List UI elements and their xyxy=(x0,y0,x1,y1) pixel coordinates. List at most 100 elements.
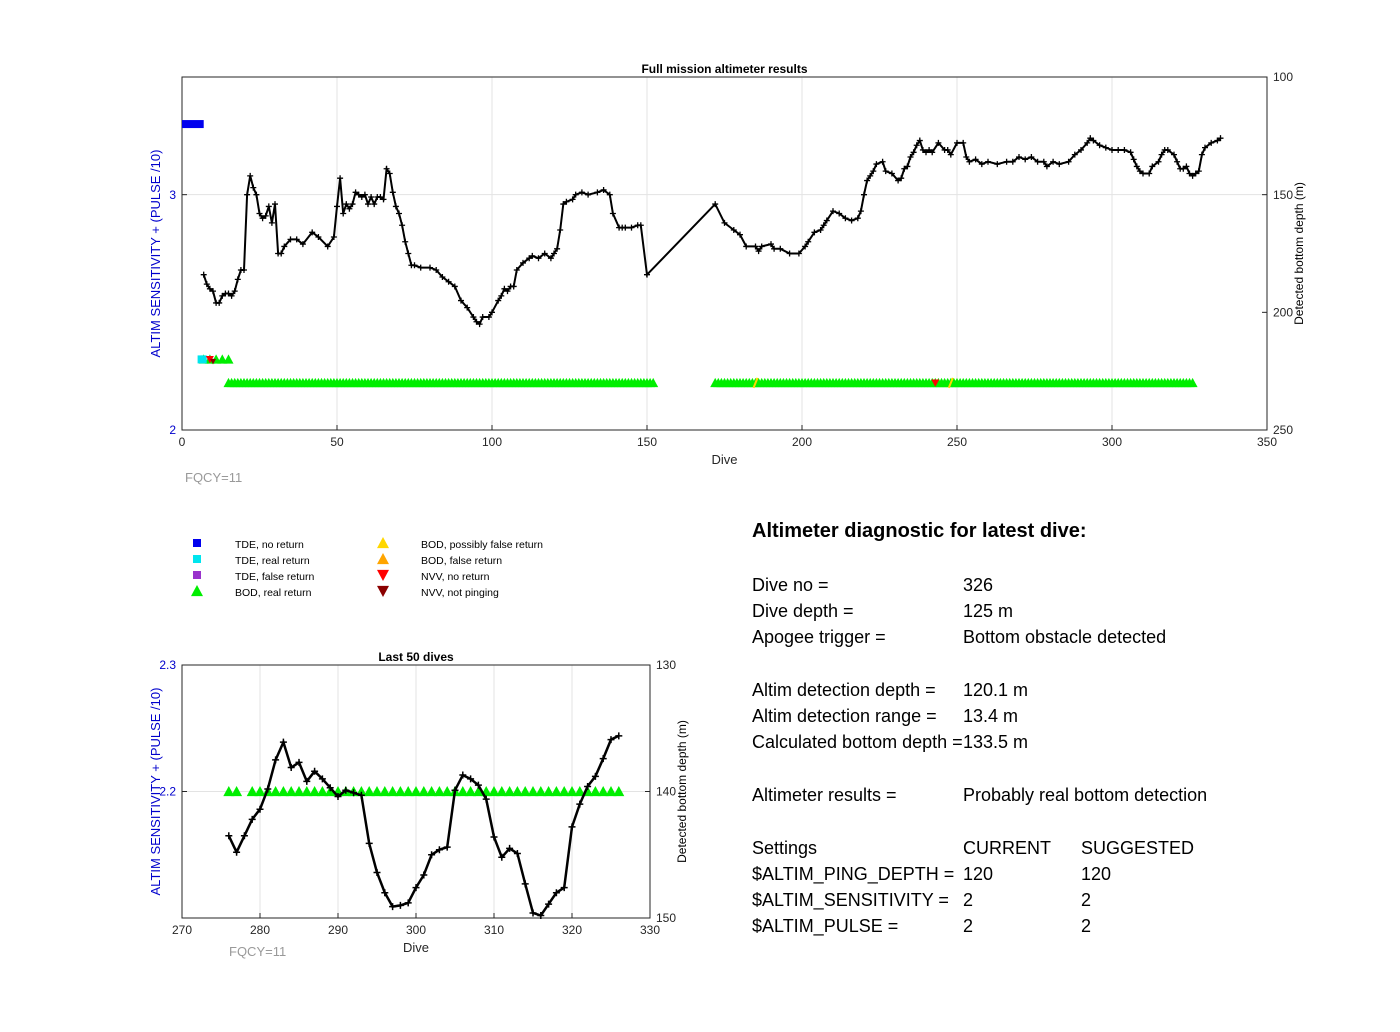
bod-real-return-marker xyxy=(589,786,601,797)
legend-label: NVV, not pinging xyxy=(421,587,499,599)
depth-point xyxy=(526,255,533,262)
depth-point xyxy=(510,283,517,290)
depth-point xyxy=(346,205,353,212)
depth-point xyxy=(295,758,303,766)
legend-item: TDE, real return xyxy=(193,555,310,567)
legend: TDE, no return TDE, real return TDE, false… xyxy=(191,537,543,599)
depth-point xyxy=(606,191,613,198)
y-right-tick-label: 250 xyxy=(1273,423,1293,437)
depth-point xyxy=(820,222,827,229)
depth-point xyxy=(1133,163,1140,170)
diagnostic-panel: Altimeter diagnostic for latest dive: Di… xyxy=(752,520,1372,940)
depth-point xyxy=(591,772,599,780)
depth-point xyxy=(1202,144,1208,151)
depth-point xyxy=(1016,154,1022,161)
y-right-tick-label: 150 xyxy=(1273,188,1293,202)
setting-suggested: 2 xyxy=(1081,916,1092,936)
y-right-tick-label: 140 xyxy=(656,785,676,799)
depth-point xyxy=(913,142,920,149)
depth-point xyxy=(504,288,511,295)
depth-point xyxy=(521,880,529,888)
depth-point xyxy=(529,909,537,917)
depth-point xyxy=(578,189,585,196)
depth-point xyxy=(352,189,359,196)
bod-real-return-marker xyxy=(496,786,508,797)
depth-point xyxy=(1040,158,1047,165)
depth-point xyxy=(551,250,557,257)
bod-real-return-marker xyxy=(550,786,562,797)
depth-point xyxy=(459,771,467,779)
depth-point xyxy=(1022,156,1029,163)
bod-real-return-marker xyxy=(387,786,399,797)
depth-series-line xyxy=(227,734,620,917)
depth-point xyxy=(1130,156,1137,163)
legend-item: BOD, possibly false return xyxy=(377,537,543,551)
depth-point xyxy=(867,172,874,179)
depth-point xyxy=(1140,170,1146,177)
depth-point xyxy=(1174,158,1181,165)
depth-point xyxy=(272,756,280,764)
depth-point xyxy=(233,848,241,856)
y-right-tick-label: 200 xyxy=(1273,306,1293,320)
depth-point xyxy=(1171,151,1177,158)
diag-label: Dive depth = xyxy=(752,601,854,621)
diag-label: Altim detection depth = xyxy=(752,680,936,700)
depth-point xyxy=(309,229,316,236)
nvv-no-return-marker xyxy=(205,356,214,364)
depth-point xyxy=(439,274,446,281)
depth-point xyxy=(256,210,263,217)
depth-point xyxy=(365,201,371,208)
setting-name: $ALTIM_SENSITIVITY = xyxy=(752,890,949,910)
depth-point xyxy=(537,911,545,919)
depth-point xyxy=(1189,172,1196,179)
diag-label: Calculated bottom depth = xyxy=(752,732,963,752)
y-right-tick-label: 130 xyxy=(656,658,676,672)
depth-point xyxy=(1115,146,1122,153)
depth-point xyxy=(805,238,812,245)
diagnostic-title: Altimeter diagnostic for latest dive: xyxy=(752,520,1087,542)
depth-point xyxy=(1065,158,1072,165)
x-tick-label: 300 xyxy=(406,923,426,937)
depth-point xyxy=(203,281,210,288)
depth-point xyxy=(287,236,294,243)
depth-point xyxy=(451,786,459,794)
x-tick-label: 100 xyxy=(482,435,502,449)
depth-point xyxy=(743,243,750,250)
plot-frame xyxy=(181,76,1268,431)
depth-point xyxy=(1146,170,1153,177)
x-tick-label: 50 xyxy=(330,435,344,449)
setting-current: 120 xyxy=(963,864,994,884)
y-left-tick-label: 2.3 xyxy=(159,658,176,672)
x-tick-label: 350 xyxy=(1257,435,1277,449)
depth-point xyxy=(1084,139,1091,146)
depth-point xyxy=(864,177,871,184)
depth-point xyxy=(585,191,592,198)
bod-real-return-marker xyxy=(270,786,282,797)
depth-point xyxy=(268,219,275,226)
depth-point xyxy=(916,137,923,144)
depth-point xyxy=(888,170,895,177)
depth-point xyxy=(895,177,902,184)
bod-real-return-marker xyxy=(457,786,469,797)
depth-point xyxy=(350,789,358,797)
depth-point xyxy=(935,139,942,146)
depth-point xyxy=(1214,137,1221,144)
bod-real-return-marker xyxy=(394,786,406,797)
depth-point xyxy=(758,243,765,250)
legend-item: BOD, false return xyxy=(377,553,502,567)
depth-point xyxy=(1028,154,1035,161)
depth-point xyxy=(1149,163,1156,170)
depth-point xyxy=(349,201,356,208)
depth-point xyxy=(600,186,607,193)
depth-point xyxy=(240,832,248,840)
legend-label: NVV, no return xyxy=(421,571,490,583)
legend-swatch-square xyxy=(193,571,201,579)
depth-point xyxy=(985,158,991,165)
depth-point xyxy=(1102,144,1109,151)
bod-real-return-marker xyxy=(543,786,555,797)
depth-point xyxy=(234,276,241,283)
depth-point xyxy=(479,314,486,321)
bod-real-return-marker xyxy=(558,786,570,797)
depth-point xyxy=(389,189,396,196)
